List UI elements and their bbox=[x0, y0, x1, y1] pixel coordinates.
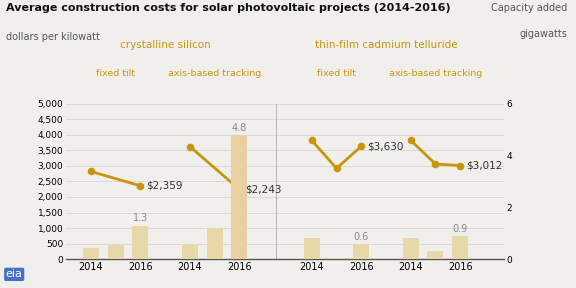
Text: axis-based tracking: axis-based tracking bbox=[168, 69, 262, 78]
Bar bbox=[207, 228, 223, 259]
Text: $2,243: $2,243 bbox=[245, 184, 282, 194]
Bar bbox=[403, 238, 419, 259]
Bar bbox=[132, 226, 149, 259]
Text: dollars per kilowatt: dollars per kilowatt bbox=[6, 32, 100, 42]
Bar bbox=[328, 258, 344, 259]
Bar bbox=[304, 238, 320, 259]
Text: fixed tilt: fixed tilt bbox=[96, 69, 135, 78]
Text: gigawatts: gigawatts bbox=[520, 29, 567, 39]
Bar bbox=[182, 245, 198, 259]
Text: eia: eia bbox=[6, 269, 22, 279]
Text: thin-film cadmium telluride: thin-film cadmium telluride bbox=[314, 40, 457, 50]
Text: Average construction costs for solar photovoltaic projects (2014-2016): Average construction costs for solar pho… bbox=[6, 3, 450, 13]
Bar bbox=[232, 135, 248, 259]
Text: crystalline silicon: crystalline silicon bbox=[120, 40, 211, 50]
Text: 0.9: 0.9 bbox=[453, 224, 468, 234]
Bar bbox=[353, 244, 369, 259]
Text: axis-based tracking: axis-based tracking bbox=[389, 69, 482, 78]
Text: 4.8: 4.8 bbox=[232, 123, 247, 133]
Text: Capacity added: Capacity added bbox=[491, 3, 567, 13]
Text: 0.6: 0.6 bbox=[354, 232, 369, 242]
Bar bbox=[83, 248, 99, 259]
Text: 1.3: 1.3 bbox=[133, 213, 148, 223]
Text: fixed tilt: fixed tilt bbox=[317, 69, 356, 78]
Bar bbox=[108, 245, 124, 259]
Bar bbox=[427, 251, 444, 259]
Bar bbox=[452, 236, 468, 259]
Text: $2,359: $2,359 bbox=[146, 181, 183, 191]
Text: $3,012: $3,012 bbox=[466, 160, 502, 170]
Text: $3,630: $3,630 bbox=[367, 141, 403, 151]
